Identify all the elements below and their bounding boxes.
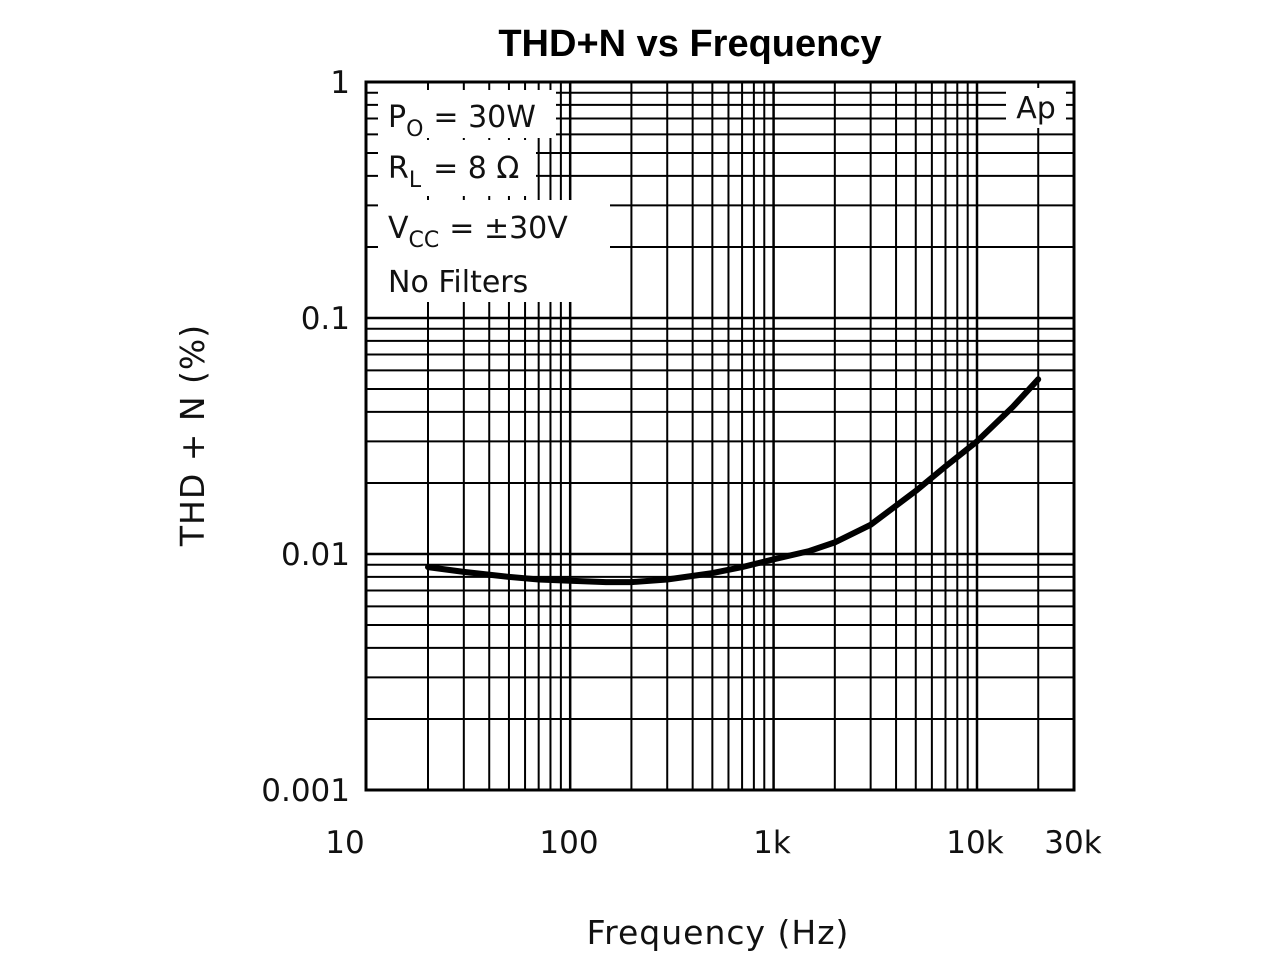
y-axis-label: THD + N (%) — [173, 324, 212, 547]
filters-annotation: No Filters — [388, 265, 528, 300]
conditions-annotation: PO = 30W RL = 8 Ω VCC = ±30V No Filters — [378, 90, 610, 302]
tick-labels: 10 100 1k 10k 30k 0.001 0.01 0.1 1 — [261, 65, 1101, 861]
y-tick-label: 1 — [330, 65, 350, 101]
chart-title: THD+N vs Frequency — [498, 23, 881, 65]
x-tick-label: 100 — [539, 825, 598, 861]
curve-layer — [425, 376, 1042, 586]
x-tick-label: 1k — [753, 825, 791, 861]
y-tick-label: 0.01 — [281, 537, 350, 573]
rl-annotation: RL = 8 Ω — [388, 151, 519, 193]
svg-text:Ap: Ap — [1016, 91, 1056, 126]
ap-logo: Ap — [1006, 88, 1066, 128]
vcc-annotation: VCC = ±30V — [388, 211, 568, 253]
y-tick-label: 0.001 — [261, 773, 350, 809]
y-tick-label: 0.1 — [301, 301, 350, 337]
x-tick-label: 10 — [325, 825, 364, 861]
x-tick-label: 10k — [946, 825, 1003, 861]
po-annotation: PO = 30W — [388, 100, 536, 142]
x-axis-label: Frequency (Hz) — [587, 913, 850, 952]
thd-n-curve — [425, 376, 1042, 586]
x-tick-label: 30k — [1044, 825, 1101, 861]
plot-frame — [364, 80, 1076, 792]
